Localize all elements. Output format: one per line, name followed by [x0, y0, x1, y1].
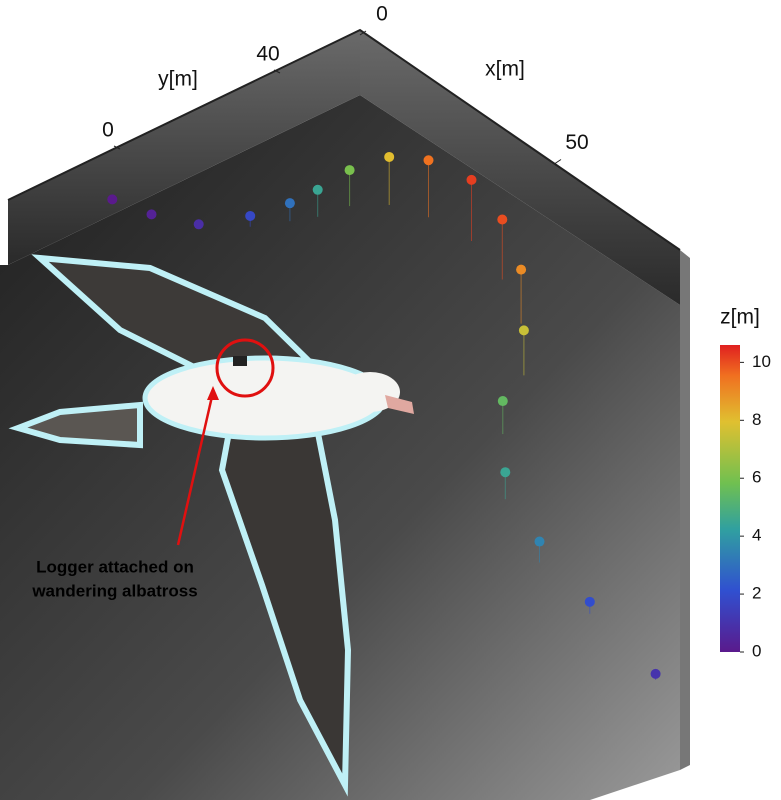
x-tick-label: 50: [565, 131, 588, 154]
colorbar-tick-label: 2: [752, 584, 761, 603]
trajectory-point: [497, 396, 508, 407]
x-axis-label: x[m]: [485, 58, 525, 81]
trajectory-point: [500, 467, 511, 478]
trajectory-point: [534, 536, 545, 547]
albatross: [8, 254, 414, 797]
trajectory-point: [284, 198, 295, 209]
logger-circle: [215, 338, 275, 398]
trajectory-point: [516, 264, 527, 275]
y-axis-label: y[m]: [158, 68, 198, 91]
annotation: Logger attached on: [36, 557, 194, 576]
y-tick: [113, 145, 121, 150]
lower-wing: [218, 396, 352, 797]
trajectory-point: [384, 151, 395, 162]
wall-edge: [680, 250, 690, 770]
trajectory-point: [497, 214, 508, 225]
back-wall: [8, 30, 360, 265]
trajectory-point: [312, 184, 323, 195]
beak: [385, 395, 414, 414]
y-tick: [273, 69, 281, 74]
trajectory-point: [107, 194, 118, 205]
colorbar-tick-label: 8: [752, 410, 761, 429]
colorbar-tick-label: 10: [752, 352, 771, 371]
trajectory-point: [344, 165, 355, 176]
box-edge: [7, 28, 681, 251]
colorbar-tick-label: 6: [752, 468, 761, 487]
trajectory-point: [193, 219, 204, 230]
x-tick: [359, 30, 367, 36]
floor: [0, 95, 680, 800]
trajectory-point: [423, 155, 434, 166]
colorbar: [720, 345, 740, 652]
y-tick-label: 40: [256, 43, 279, 66]
head: [340, 372, 400, 412]
trajectory-point: [584, 596, 595, 607]
plot-box: [0, 28, 690, 800]
x-tick-label: 0: [376, 3, 388, 26]
y-tick-label: 0: [102, 119, 114, 142]
logger: [233, 356, 247, 366]
trajectory: [107, 151, 661, 680]
colorbar-tick-label: 0: [752, 641, 761, 660]
arrow: [176, 391, 215, 546]
trajectory-point: [245, 210, 256, 221]
trajectory-point: [146, 209, 157, 220]
side-wall: [360, 30, 680, 305]
colorbar-label: z[m]: [720, 306, 760, 329]
colorbar-tick-label: 4: [752, 526, 761, 545]
trajectory-point: [518, 325, 529, 336]
trajectory-point: [650, 668, 661, 679]
annotation: wandering albatross: [31, 581, 197, 600]
x-tick: [554, 159, 562, 164]
tail: [8, 401, 143, 449]
arrow-head: [207, 386, 219, 400]
trajectory-point: [466, 174, 477, 185]
